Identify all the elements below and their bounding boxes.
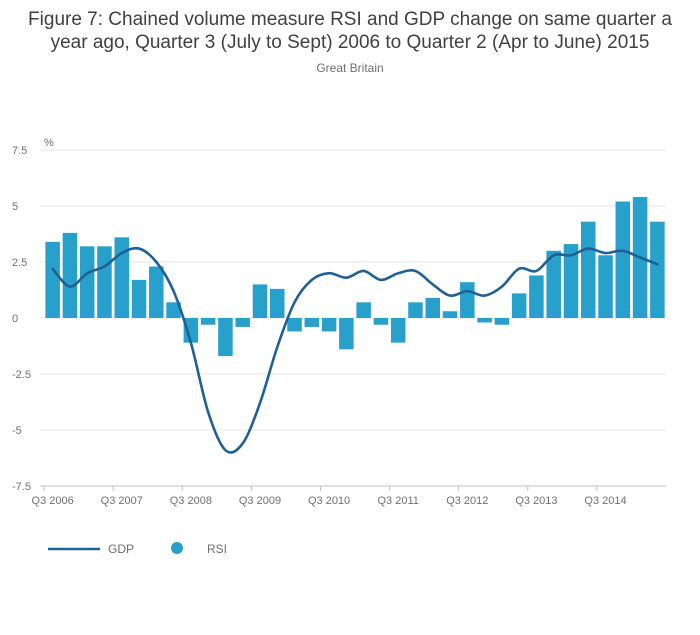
legend-rsi-label: RSI [207, 542, 227, 556]
chart-subtitle: Great Britain [316, 61, 384, 75]
rsi-bar [287, 318, 302, 332]
y-axis-unit: % [44, 137, 54, 149]
x-tick-label: Q3 2014 [584, 495, 626, 507]
rsi-bar [114, 237, 130, 318]
legend: GDP RSI [48, 542, 227, 556]
rsi-bar [183, 318, 199, 343]
rsi-bar [373, 318, 389, 325]
chart-title: Figure 7: Chained volume measure RSI and… [28, 9, 672, 53]
rsi-bar [235, 318, 250, 327]
rsi-bar [650, 221, 665, 318]
rsi-bar [529, 275, 544, 318]
rsi-bar [408, 302, 423, 318]
rsi-bar [79, 246, 95, 318]
rsi-bar [149, 266, 164, 318]
rsi-bar [563, 244, 579, 318]
rsi-bars [45, 197, 665, 357]
gdp-line [51, 246, 659, 454]
x-tick-label: Q3 2007 [101, 495, 143, 507]
title-block: Figure 7: Chained volume measure RSI and… [0, 8, 700, 75]
rsi-bar [97, 246, 112, 318]
rsi-bar [580, 221, 596, 318]
gdp-line-layer [51, 246, 659, 454]
rsi-bar [511, 293, 527, 318]
rsi-bar [304, 318, 320, 327]
rsi-bar [339, 318, 354, 350]
y-tick-label: 2.5 [12, 257, 27, 269]
x-tick-label: Q3 2013 [515, 495, 557, 507]
x-tick-label: Q3 2008 [170, 495, 212, 507]
rsi-bar [477, 318, 492, 323]
legend-rsi-swatch [171, 542, 183, 554]
y-tick-label: 0 [12, 313, 18, 325]
rsi-bar [494, 318, 510, 325]
rsi-bar [615, 201, 631, 318]
x-tick-label: Q3 2009 [239, 495, 281, 507]
x-tick-label: Q3 2012 [446, 495, 488, 507]
rsi-bar [200, 318, 216, 325]
rsi-bar [390, 318, 406, 343]
x-tick-label: Q3 2006 [32, 495, 74, 507]
y-tick-label: 7.5 [12, 145, 27, 157]
rsi-bar [442, 311, 458, 318]
rsi-bar [356, 302, 371, 318]
y-tick-label: -2.5 [12, 369, 31, 381]
rsi-bar [321, 318, 337, 332]
rsi-bar [45, 241, 60, 318]
rsi-bar [269, 288, 285, 318]
rsi-bar [166, 302, 181, 318]
rsi-bar [598, 255, 613, 318]
rsi-bar [131, 279, 147, 318]
axis-layer: 7.5 5 2.5 0 -2.5 -5 -7.5% Q3 2006 Q3 2007 Q3 2008… [12, 137, 666, 507]
rsi-bar [460, 282, 475, 318]
y-tick-label: -5 [12, 425, 22, 437]
rsi-bar [218, 318, 233, 357]
x-tick-label: Q3 2011 [377, 495, 418, 507]
rsi-bar [252, 284, 268, 318]
rsi-bar [62, 232, 78, 318]
x-tick-label: Q3 2010 [308, 495, 350, 507]
y-tick-label: -7.5 [12, 481, 31, 493]
rsi-bar [425, 297, 441, 318]
legend-gdp-label: GDP [108, 542, 134, 556]
y-tick-label: 5 [12, 201, 18, 213]
rsi-bar [546, 250, 561, 318]
